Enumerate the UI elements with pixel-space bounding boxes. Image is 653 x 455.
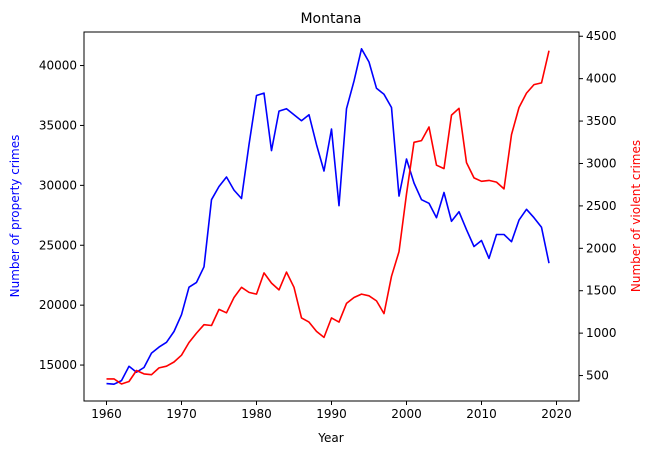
y-right-tick-label: 500 bbox=[586, 369, 609, 383]
y-axis-left: 15000 20000 25000 30000 35000 40000 bbox=[39, 59, 84, 372]
series-layer bbox=[106, 47, 550, 386]
y-axis-left-label: Number of property crimes bbox=[8, 135, 22, 298]
y-right-tick-label: 1000 bbox=[586, 326, 617, 340]
y-left-tick-label: 15000 bbox=[39, 358, 77, 372]
x-tick-label: 2000 bbox=[391, 407, 422, 421]
x-tick-label: 2010 bbox=[466, 407, 497, 421]
y-right-tick-label: 4000 bbox=[586, 72, 617, 86]
x-axis-label: Year bbox=[317, 431, 343, 445]
y-right-tick-label: 3500 bbox=[586, 114, 617, 128]
y-right-tick-label: 2500 bbox=[586, 199, 617, 213]
x-tick-label: 1960 bbox=[91, 407, 122, 421]
x-tick-label: 1980 bbox=[241, 407, 272, 421]
y-right-tick-label: 4500 bbox=[586, 29, 617, 43]
x-tick-label: 1970 bbox=[166, 407, 197, 421]
y-right-tick-label: 3000 bbox=[586, 156, 617, 170]
y-left-tick-label: 35000 bbox=[39, 118, 77, 132]
property-crimes-line bbox=[106, 47, 550, 386]
y-axis-right: 500 1000 1500 2000 2500 3000 3500 4000 4500 bbox=[579, 29, 617, 383]
y-right-tick-label: 1500 bbox=[586, 284, 617, 298]
plot-frame bbox=[83, 31, 580, 402]
y-left-tick-label: 20000 bbox=[39, 298, 77, 312]
chart-title: Montana bbox=[300, 11, 361, 27]
x-axis: 1960 1970 1980 1990 2000 2010 2020 bbox=[91, 401, 572, 421]
y-left-tick-label: 40000 bbox=[39, 59, 77, 73]
x-tick-label: 1990 bbox=[316, 407, 347, 421]
violent-crimes-line bbox=[106, 50, 550, 385]
y-left-tick-label: 25000 bbox=[39, 238, 77, 252]
y-right-tick-label: 2000 bbox=[586, 241, 617, 255]
y-left-tick-label: 30000 bbox=[39, 178, 77, 192]
x-tick-label: 2020 bbox=[541, 407, 572, 421]
y-axis-right-label: Number of violent crimes bbox=[629, 140, 643, 292]
